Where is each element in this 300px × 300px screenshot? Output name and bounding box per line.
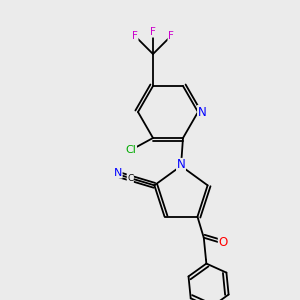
Text: N: N [198,106,206,118]
Text: N: N [177,158,185,172]
Text: F: F [168,31,174,41]
Text: O: O [218,236,228,249]
Text: Cl: Cl [126,145,136,155]
Text: F: F [150,27,156,37]
Text: F: F [132,31,138,41]
Text: C: C [127,173,134,182]
Text: N: N [114,168,122,178]
